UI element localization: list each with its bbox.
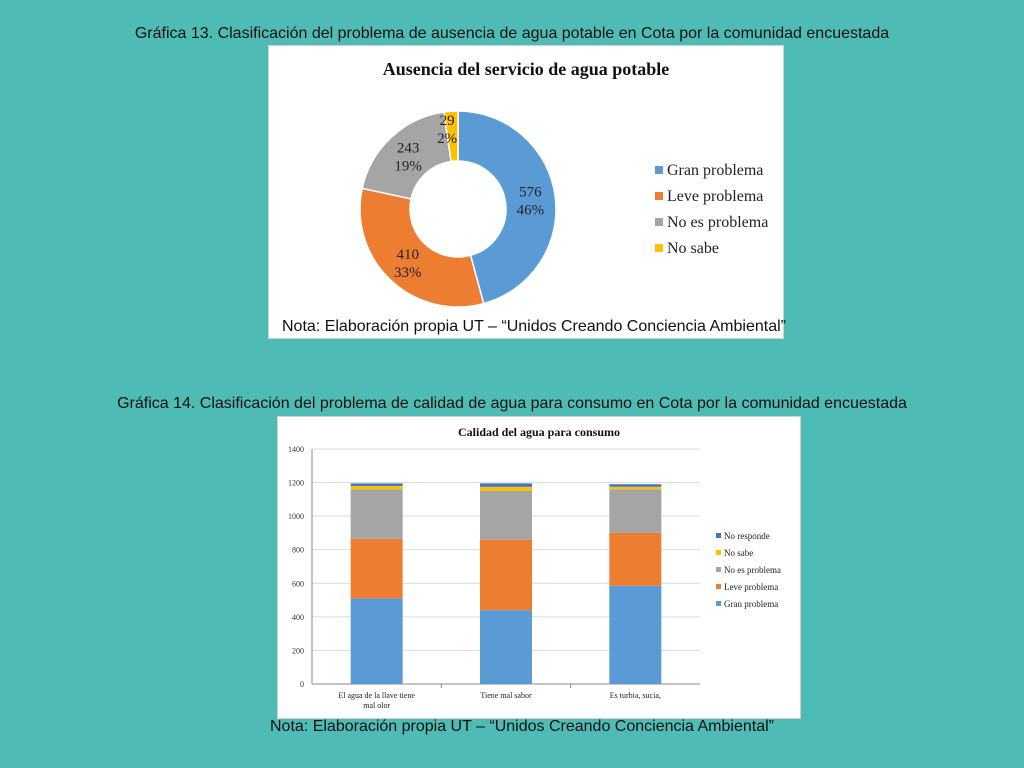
- donut-value-label-0: 576: [519, 184, 542, 200]
- stacked-bar-chart: Calidad del agua para consumo 0 200 400 600 8…: [288, 425, 781, 710]
- donut-slice-1: [359, 187, 485, 308]
- donut-value-label-1: 410: [397, 247, 420, 263]
- bar-segment-1-0: [480, 610, 532, 684]
- donut-legend-swatch-2: [655, 218, 663, 226]
- donut-percent-label-0: 46%: [517, 202, 545, 218]
- bar-category-label-0: El agua de la llave tiene mal olor: [338, 691, 415, 710]
- bar-ytick-label-5: 1000: [288, 512, 304, 521]
- bar-legend-swatch-0: [716, 533, 721, 538]
- donut-legend-label-2: No es problema: [667, 214, 768, 231]
- bar-ytick-label-3: 600: [292, 579, 304, 588]
- chart14-note: Nota: Elaboración propia UT – “Unidos Cr…: [270, 718, 774, 735]
- donut-value-label-2: 243: [397, 141, 420, 157]
- bar-legend-label-2: No es problema: [724, 565, 781, 575]
- bar-ytick-label-0: 0: [300, 680, 304, 689]
- bar-segment-0-4: [350, 483, 403, 486]
- bar-segment-2-0: [609, 585, 662, 684]
- bar-legend-label-0: No responde: [724, 531, 770, 541]
- donut-title: Ausencia del servicio de agua potable: [383, 59, 670, 79]
- bar-ytick-label-6: 1200: [288, 479, 304, 488]
- bar-segment-0-3: [350, 485, 403, 490]
- donut-slice-3: [443, 110, 459, 163]
- bar-ytick-label-4: 800: [292, 546, 304, 555]
- chart14-caption: Gráfica 14. Clasificación del problema d…: [117, 395, 907, 412]
- chart13-caption: Gráfica 13. Clasificación del problema d…: [134, 25, 890, 42]
- donut-chart: Ausencia del servicio de agua potable 576…: [359, 59, 768, 308]
- donut-chart-panel: Ausencia del servicio de agua potable 576…: [268, 45, 784, 339]
- bar-ytick-label-1: 200: [292, 646, 304, 655]
- donut-legend-swatch-1: [655, 192, 663, 200]
- bar-segment-1-2: [480, 490, 532, 540]
- donut-legend-swatch-0: [655, 166, 663, 174]
- bar-segment-1-1: [480, 539, 532, 611]
- donut-value-label-3: 29: [440, 113, 455, 129]
- bar-legend-swatch-4: [716, 601, 721, 606]
- bar-segment-1-4: [480, 483, 532, 487]
- donut-percent-label-3: 2%: [437, 131, 457, 147]
- stacked-bar-chart-panel: Calidad del agua para consumo 0 200 400 600 8…: [277, 416, 801, 719]
- donut-percent-label-2: 19%: [394, 159, 422, 175]
- bar-legend-swatch-3: [716, 584, 721, 589]
- bar-legend-swatch-2: [716, 567, 721, 572]
- bar-category-label-2: Es turbia, sucia,: [610, 691, 661, 700]
- bar-segment-2-4: [609, 484, 662, 487]
- bar-legend-label-3: Leve problema: [724, 582, 778, 592]
- bar-ytick-label-7: 1400: [288, 445, 304, 454]
- donut-slice-0: [457, 110, 557, 305]
- bar-legend-label-1: No sabe: [724, 548, 753, 558]
- bar-segment-2-3: [609, 486, 662, 490]
- bar-chart-title: Calidad del agua para consumo: [458, 425, 620, 439]
- donut-legend-label-3: No sabe: [667, 240, 719, 257]
- bar-segment-0-2: [350, 489, 403, 539]
- bar-ytick-label-2: 400: [292, 613, 304, 622]
- donut-legend-label-1: Leve problema: [667, 188, 763, 205]
- bar-segment-1-3: [480, 486, 532, 491]
- bar-segment-2-1: [609, 532, 662, 586]
- chart13-note: Nota: Elaboración propia UT – “Unidos Cr…: [282, 318, 786, 335]
- donut-percent-label-1: 33%: [394, 265, 422, 281]
- bar-legend-swatch-1: [716, 550, 721, 555]
- donut-legend-label-0: Gran problema: [667, 162, 763, 179]
- bar-segment-0-1: [350, 538, 403, 599]
- bar-category-label-1: Tiene mal sabor: [480, 691, 532, 700]
- bar-segment-2-2: [609, 489, 662, 533]
- bar-legend-label-4: Gran problema: [724, 599, 778, 609]
- bar-segment-0-0: [350, 598, 403, 684]
- donut-legend-swatch-3: [655, 244, 663, 252]
